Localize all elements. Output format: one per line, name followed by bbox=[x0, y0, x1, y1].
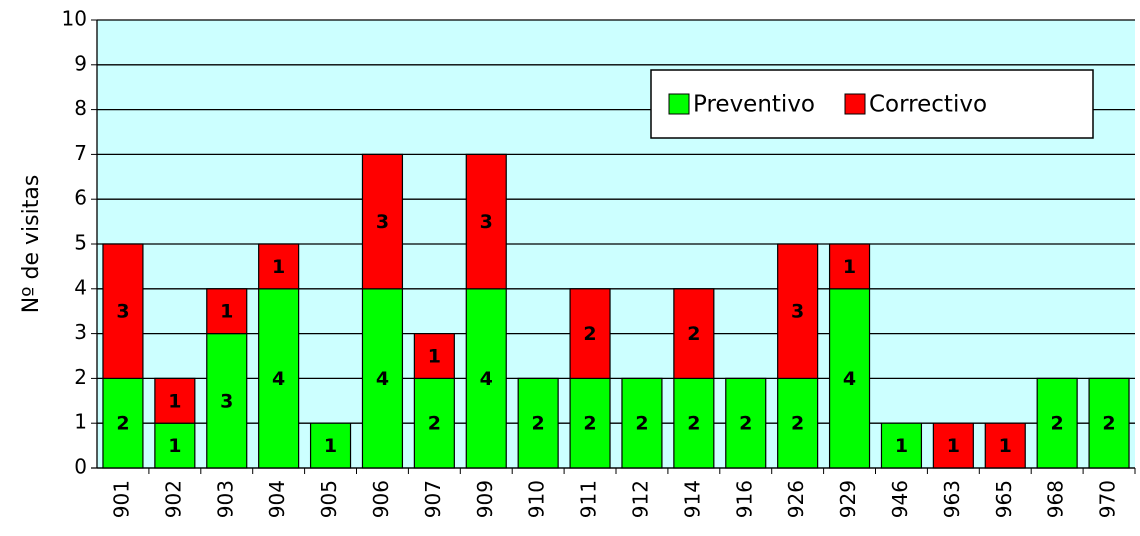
x-tick-label: 968 bbox=[1044, 480, 1068, 518]
value-label: 1 bbox=[895, 435, 908, 457]
y-tick-label: 5 bbox=[74, 231, 87, 255]
bar-segment bbox=[258, 243, 300, 290]
bar-segment bbox=[1036, 377, 1078, 469]
bar-segment bbox=[517, 377, 559, 469]
value-label: 1 bbox=[999, 435, 1012, 457]
value-label: 2 bbox=[532, 413, 545, 435]
value-label: 1 bbox=[947, 435, 960, 457]
bar-segment bbox=[569, 288, 611, 379]
bar-segment bbox=[465, 288, 507, 469]
value-label: 2 bbox=[687, 413, 700, 435]
x-tick-label: 903 bbox=[213, 480, 237, 518]
x-tick-label: 926 bbox=[784, 480, 808, 518]
value-label: 1 bbox=[843, 256, 856, 278]
y-tick-label: 4 bbox=[74, 275, 87, 299]
x-tick-label: 929 bbox=[836, 480, 860, 518]
x-tick-label: 912 bbox=[628, 480, 652, 518]
legend-swatch bbox=[668, 93, 690, 115]
y-tick-label: 2 bbox=[74, 365, 87, 389]
y-tick-label: 1 bbox=[74, 410, 87, 434]
value-label: 1 bbox=[220, 301, 233, 323]
bar-segment bbox=[777, 243, 819, 379]
legend-label: Correctivo bbox=[869, 92, 987, 118]
value-label: 2 bbox=[116, 413, 129, 435]
value-label: 2 bbox=[1102, 413, 1115, 435]
bar-segment bbox=[984, 422, 1026, 469]
bar-segment bbox=[102, 243, 144, 379]
y-tick-label: 8 bbox=[74, 96, 87, 120]
value-label: 3 bbox=[480, 211, 493, 233]
bar-segment bbox=[413, 333, 455, 380]
value-label: 2 bbox=[428, 413, 441, 435]
y-tick-label: 10 bbox=[62, 7, 87, 31]
bar-segment bbox=[309, 422, 352, 469]
value-label: 2 bbox=[583, 413, 596, 435]
x-tick-label: 970 bbox=[1096, 480, 1120, 518]
value-label: 1 bbox=[272, 256, 285, 278]
x-tick-label: 963 bbox=[940, 480, 964, 518]
value-label: 1 bbox=[324, 435, 337, 457]
bar-segment bbox=[361, 288, 404, 469]
bar-segment bbox=[413, 377, 455, 469]
bar-segment bbox=[725, 377, 767, 469]
value-label: 4 bbox=[480, 368, 493, 390]
bar-segment bbox=[673, 288, 715, 379]
value-label: 4 bbox=[376, 368, 389, 390]
value-label: 2 bbox=[791, 413, 804, 435]
bar-segment bbox=[154, 377, 196, 424]
x-tick-label: 904 bbox=[265, 480, 289, 518]
legend-box bbox=[650, 69, 1094, 139]
legend-label: Preventivo bbox=[693, 92, 815, 118]
legend-swatch bbox=[844, 93, 866, 115]
x-tick-label: 946 bbox=[888, 480, 912, 518]
y-tick-label: 9 bbox=[74, 51, 87, 75]
value-label: 1 bbox=[168, 390, 181, 412]
bar-segment bbox=[206, 288, 248, 335]
x-tick-label: 965 bbox=[992, 480, 1016, 518]
bar-segment bbox=[828, 243, 871, 290]
value-label: 1 bbox=[168, 435, 181, 457]
value-label: 1 bbox=[428, 346, 441, 368]
value-label: 2 bbox=[1051, 413, 1064, 435]
value-label: 4 bbox=[272, 368, 285, 390]
x-tick-label: 910 bbox=[525, 480, 549, 518]
bar-segment bbox=[673, 377, 715, 469]
x-tick-label: 905 bbox=[317, 480, 341, 518]
x-tick-label: 909 bbox=[473, 480, 497, 518]
y-axis-label: Nº de visitas bbox=[19, 175, 44, 314]
x-tick-label: 906 bbox=[369, 480, 393, 518]
bar-segment bbox=[932, 422, 974, 469]
x-tick-label: 911 bbox=[577, 480, 601, 518]
value-label: 3 bbox=[791, 301, 804, 323]
y-tick-label: 6 bbox=[74, 186, 87, 210]
value-label: 2 bbox=[583, 323, 596, 345]
value-label: 3 bbox=[116, 301, 129, 323]
value-label: 2 bbox=[739, 413, 752, 435]
x-tick-label: 901 bbox=[109, 480, 133, 518]
value-label: 3 bbox=[376, 211, 389, 233]
value-label: 2 bbox=[687, 323, 700, 345]
x-tick-label: 916 bbox=[732, 480, 756, 518]
value-label: 2 bbox=[635, 413, 648, 435]
y-tick-label: 7 bbox=[74, 141, 87, 165]
x-tick-label: 907 bbox=[421, 480, 445, 518]
bar-segment bbox=[102, 377, 144, 469]
x-tick-label: 902 bbox=[161, 480, 185, 518]
bar-segment bbox=[777, 377, 819, 469]
value-label: 3 bbox=[220, 390, 233, 412]
bar-segment bbox=[465, 153, 507, 290]
y-tick-label: 3 bbox=[74, 320, 87, 344]
bar-segment bbox=[361, 153, 404, 290]
y-tick-label: 0 bbox=[74, 455, 87, 479]
value-label: 4 bbox=[843, 368, 856, 390]
x-tick-label: 914 bbox=[680, 480, 704, 518]
bar-segment bbox=[828, 288, 871, 469]
bar-segment bbox=[880, 422, 923, 469]
